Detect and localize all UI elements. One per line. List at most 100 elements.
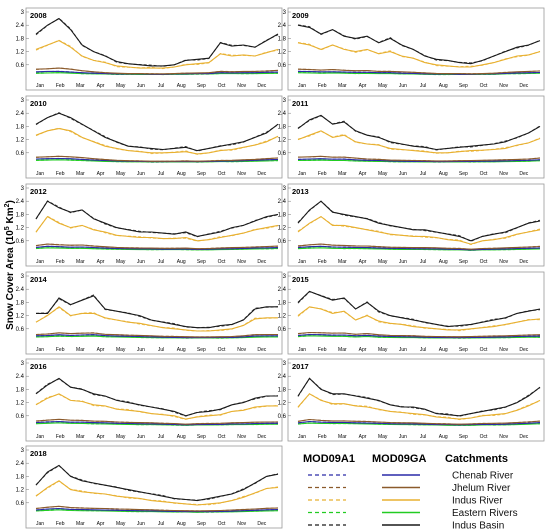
y-tick-label: 0.6 [278,63,287,69]
x-tick-label: Nov [237,521,246,527]
x-tick-label: Jun [137,521,145,527]
x-tick-label: Jun [399,434,407,440]
x-tick-label: Feb [318,171,327,177]
x-tick-label: Nov [499,259,508,265]
legend-label: Eastern Rivers [452,508,518,519]
x-tick-label: Mar [338,83,347,89]
x-tick-label: Sep [459,83,468,89]
x-tick-label: Feb [318,347,327,353]
x-tick-label: Jul [158,434,164,440]
series-chenab-mod09a1 [298,158,541,163]
series-indus_basin-mod09a1 [35,112,279,152]
x-tick-label: Jun [399,83,407,89]
y-tick-label: 2.4 [278,23,287,29]
x-tick-label: Feb [318,434,327,440]
x-tick-label: May [116,434,126,440]
y-tick-label: 0.6 [278,239,287,245]
legend-col2-title: MOD09GA [372,453,426,465]
panels-group: 2008 0.6 1.2 1.8 2.4 3 Jan Feb Mar Apr May Jun Jul Au… [16,7,545,529]
x-tick-label: Oct [218,171,226,177]
x-tick-label: Aug [439,259,448,265]
x-tick-label: Feb [318,83,327,89]
x-tick-label: Aug [177,171,186,177]
y-tick-label: 2.4 [16,287,25,293]
x-tick-label: Oct [218,521,226,527]
y-tick-label: 3 [21,10,25,16]
panel-title: 2011 [292,99,308,108]
y-tick-label: 1.2 [16,401,25,407]
legend-label: Indus Basin [452,521,504,532]
x-tick-label: Nov [237,83,246,89]
series-jhelum-mod09a1 [297,418,541,425]
x-tick-label: Apr [97,171,105,177]
y-tick-label: 1.2 [16,488,25,494]
y-tick-label: 1.8 [16,300,25,306]
x-tick-label: Aug [439,434,448,440]
x-tick-label: Mar [338,347,347,353]
x-tick-label: Jan [36,434,44,440]
y-tick-label: 2.4 [278,111,287,117]
series-jhelum-mod09a1 [297,68,541,75]
panel-title: 2017 [292,362,309,371]
y-tick-label: 3 [21,274,25,280]
y-tick-label: 2.4 [16,111,25,117]
series-eastern-mod09a1 [35,247,279,251]
y-axis-label: Snow Cover Area (105 Km2) [4,200,16,330]
x-tick-label: Oct [480,434,488,440]
x-tick-label: May [378,83,388,89]
x-tick-label: Feb [56,83,65,89]
x-tick-label: Jun [399,171,407,177]
series-jhelum-mod09a1 [35,332,279,338]
x-tick-label: Dec [257,259,266,265]
y-tick-label: 1.8 [278,124,287,130]
x-tick-label: Apr [359,171,367,177]
y-tick-label: 3 [283,98,287,104]
series-jhelum-mod09a1 [297,243,541,250]
legend-entry-eastern: Eastern Rivers [308,508,518,519]
y-tick-label: 3 [21,186,25,192]
y-tick-label: 1.8 [278,36,287,42]
panel-frame [287,7,545,91]
series-indus_basin-mod09a1 [297,291,541,327]
x-tick-label: Jan [298,259,306,265]
y-tick-label: 1.2 [16,138,25,144]
legend-label: Chenab River [452,471,514,482]
y-tick-label: 1.8 [16,124,25,130]
x-tick-label: Oct [480,83,488,89]
x-tick-label: Apr [97,83,105,89]
y-tick-label: 3 [283,186,287,192]
x-tick-label: Nov [237,347,246,353]
x-tick-label: Aug [439,83,448,89]
x-tick-label: Oct [218,434,226,440]
x-tick-label: May [378,259,388,265]
x-tick-label: Jul [158,521,164,527]
x-tick-label: Mar [76,83,85,89]
x-tick-label: Sep [197,83,206,89]
x-tick-label: Jan [298,347,306,353]
x-tick-label: Jan [298,171,306,177]
x-tick-label: Nov [237,434,246,440]
x-tick-label: Jul [420,434,426,440]
panel-2018: 2018 0.6 1.2 1.8 2.4 3 Jan Feb Mar Apr May Jun Jul Au… [16,445,283,529]
x-tick-label: Nov [237,171,246,177]
x-tick-label: Apr [359,83,367,89]
x-tick-label: Sep [459,347,468,353]
series-indus_basin-mod09ga [35,464,279,502]
panel-title: 2016 [30,362,47,371]
legend-entry-chenab: Chenab River [308,471,514,482]
x-tick-label: Oct [480,347,488,353]
series-indus_river-mod09a1 [35,306,279,332]
series-jhelum-mod09a1 [35,243,279,250]
series-chenab-mod09a1 [297,70,541,75]
x-tick-label: May [116,347,126,353]
series-jhelum-mod09a1 [297,332,541,338]
x-tick-label: May [116,171,126,177]
panel-title: 2009 [292,11,309,20]
y-tick-label: 0.6 [16,501,25,507]
series-chenab-mod09a1 [35,333,279,339]
x-tick-label: May [378,434,388,440]
legend-col1-title: MOD09A1 [303,453,355,465]
legend-entry-indus_basin: Indus Basin [308,521,504,532]
x-tick-label: Mar [76,259,85,265]
series-indus_basin-mod09a1 [35,200,279,238]
